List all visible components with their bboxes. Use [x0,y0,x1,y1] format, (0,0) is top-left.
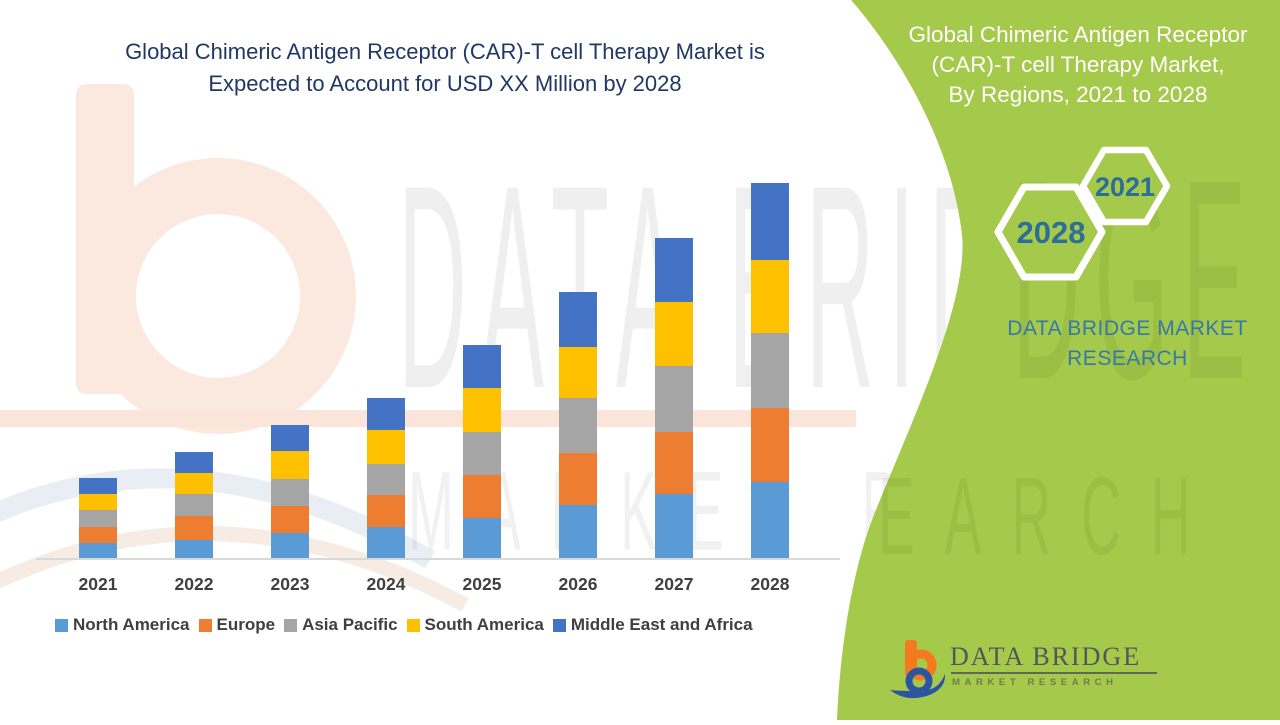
bar-segment-south-america [463,388,501,432]
legend-label: Europe [216,615,276,634]
bar-segment-asia-pacific [271,479,309,506]
chart-title-line2: Expected to Account for USD XX Million b… [208,71,682,96]
x-axis-label: 2022 [174,574,214,594]
bar-segment-south-america [655,302,693,366]
legend-item: Asia Pacific [284,615,398,635]
bar-segment-north-america [751,482,789,560]
bar-segment-south-america [751,260,789,333]
legend-swatch [284,618,298,632]
legend-label: South America [424,615,544,634]
x-axis-label: 2026 [558,574,598,594]
bar-segment-north-america [559,505,597,560]
legend-label: North America [73,615,190,634]
chart-title-line1: Global Chimeric Antigen Receptor (CAR)-T… [125,39,765,64]
data-bridge-logo-icon [890,640,946,699]
legend-label: Asia Pacific [302,615,398,634]
bar-segment-asia-pacific [175,494,213,516]
bar-segment-middle-east-and-africa [751,183,789,260]
bar-segment-europe [271,506,309,533]
legend-item: Europe [198,615,276,635]
chart-title: Global Chimeric Antigen Receptor (CAR)-T… [0,36,890,100]
bar-segment-middle-east-and-africa [79,478,117,494]
chart-legend: North America Europe Asia Pacific South Ame… [55,615,753,635]
x-axis-label: 2028 [750,574,790,594]
bar-segment-south-america [79,494,117,510]
legend-item: South America [406,615,544,635]
bar-segment-middle-east-and-africa [367,398,405,430]
bar-segment-north-america [175,540,213,560]
bar-segment-europe [367,495,405,527]
bar-segment-south-america [367,430,405,464]
bar-segment-europe [559,453,597,505]
bar-segment-north-america [271,533,309,560]
bar-segment-asia-pacific [655,366,693,432]
logo-name-text: DATA BRIDGE [950,642,1142,671]
bar-segment-north-america [367,527,405,560]
bar-segment-asia-pacific [367,464,405,495]
bar-segment-middle-east-and-africa [271,425,309,451]
bar-segment-south-america [559,347,597,398]
bar-segment-south-america [271,451,309,479]
bar-segment-asia-pacific [751,333,789,408]
legend-item: Middle East and Africa [552,615,753,635]
legend-label: Middle East and Africa [570,615,753,634]
bar-segment-north-america [463,518,501,560]
x-axis-label: 2024 [366,574,406,594]
panel-title: Global Chimeric Antigen Receptor (CAR)-T… [872,20,1280,110]
bar-segment-north-america [655,494,693,560]
x-axis-label: 2025 [462,574,502,594]
logo-underline [951,672,1157,674]
panel-brand-line2: RESEARCH [1067,347,1188,370]
bar-segment-asia-pacific [559,398,597,453]
panel-title-line2: (CAR)-T cell Therapy Market, [931,52,1225,77]
bar-segment-south-america [175,473,213,494]
panel-title-line1: Global Chimeric Antigen Receptor [908,22,1248,47]
bar-segment-middle-east-and-africa [655,238,693,302]
bar-segment-europe [751,408,789,482]
data-bridge-logo: DATA BRIDGE MARKET RESEARCH [886,634,1176,710]
logo-d-bowl [905,667,933,695]
bar-segment-asia-pacific [79,510,117,527]
legend-item: North America [55,615,190,635]
bar-segment-europe [175,516,213,540]
legend-swatch [406,618,420,632]
panel-brand-text: DATA BRIDGE MARKET RESEARCH [945,314,1280,374]
panel-brand-line1: DATA BRIDGE MARKET [1007,317,1248,340]
bar-segment-asia-pacific [463,432,501,475]
x-axis-label: 2027 [654,574,694,594]
logo-tagline-text: MARKET RESEARCH [952,677,1118,688]
bar-segment-europe [463,475,501,518]
bar-segment-middle-east-and-africa [559,292,597,347]
legend-swatch [55,618,68,632]
x-axis-label: 2023 [270,574,310,594]
panel-title-line3: By Regions, 2021 to 2028 [948,82,1208,107]
bar-segment-middle-east-and-africa [463,345,501,388]
bar-segment-middle-east-and-africa [175,452,213,473]
legend-swatch [198,618,212,632]
bar-segment-europe [655,432,693,494]
x-axis-line [36,558,840,560]
bar-segment-europe [79,527,117,543]
x-axis-label: 2021 [78,574,118,594]
legend-swatch [552,618,566,632]
